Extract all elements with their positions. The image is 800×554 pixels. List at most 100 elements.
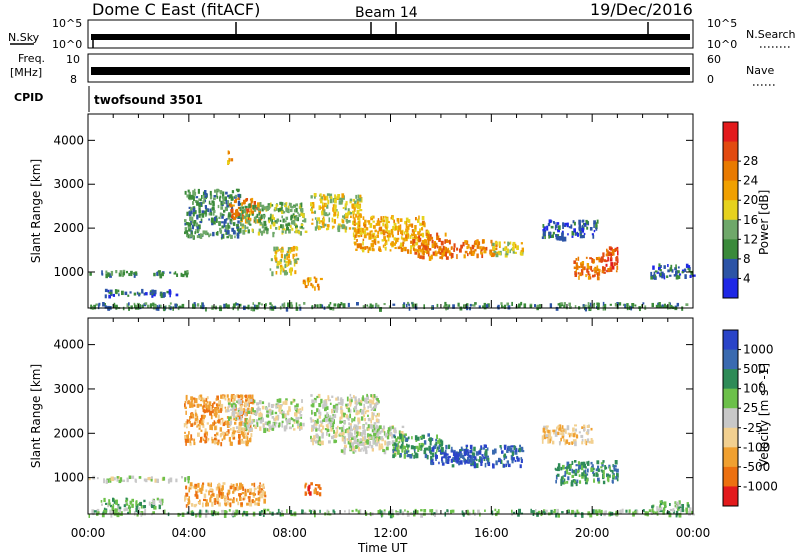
nave-tick-bottom: 0 (707, 73, 714, 86)
power-colorbar-tick-label: 24 (743, 174, 758, 188)
power-colorbar-tick-label: 28 (743, 154, 758, 168)
x-tick-label: 08:00 (272, 526, 307, 540)
nsearch-tick-bottom: 10^0 (707, 38, 737, 51)
colorbar-swatch (723, 427, 738, 448)
plot-frame (87, 317, 694, 515)
y-tick-label: 3000 (53, 382, 84, 396)
cpid-label: CPID (14, 91, 43, 104)
freq-trace (91, 67, 690, 75)
freq-label-1: Freq. (18, 52, 45, 65)
power-colorbar-tick-label: 16 (743, 213, 758, 227)
nsky-label: N.Sky (8, 31, 40, 44)
colorbar-swatch (723, 141, 738, 162)
freq-tick-bottom: 8 (70, 73, 77, 86)
colorbar-frame (722, 329, 739, 507)
velocity-colorbar-tick-label: 500 (743, 362, 766, 376)
velocity-colorbar-label: Velocity [m s^-1] (757, 363, 771, 467)
x-tick-label: 16:00 (474, 526, 509, 540)
plot-title: Dome C East (fitACF) (92, 0, 260, 19)
nsearch-tick-top: 10^5 (707, 17, 737, 30)
x-tick-label: 00:00 (676, 526, 711, 540)
echo-cluster (90, 301, 689, 312)
nsearch-label: N.Search (746, 28, 796, 41)
echo-cluster (600, 246, 619, 274)
echo-cluster (541, 424, 594, 447)
freq-tick-top: 10 (66, 53, 80, 66)
echo-cluster (226, 398, 305, 434)
colorbar-frame (722, 121, 739, 299)
y-tick-label: 4000 (53, 338, 84, 352)
echo-cluster (227, 150, 234, 166)
power-colorbar-tick-label: 8 (743, 252, 751, 266)
velocity-colorbar-tick-label: -1000 (743, 479, 778, 493)
colorbar-swatch (723, 200, 738, 221)
echo-cluster (183, 394, 255, 447)
y-tick-label: 1000 (53, 265, 84, 279)
velocity-colorbar-tick-label: -25 (743, 421, 763, 435)
echo-cluster (184, 482, 267, 508)
time-axis: 00:00 04:00 08:00 12:00 16:00 20:00 00:00 (71, 526, 711, 540)
colorbar-swatch (723, 408, 738, 429)
colorbar-swatch (723, 258, 738, 279)
colorbar-swatch (723, 180, 738, 201)
x-axis-title: Time UT (357, 541, 408, 554)
colorbar-swatch (723, 239, 738, 260)
velocity-colorbar-tick-label: 25 (743, 401, 758, 415)
echo-cluster (88, 508, 696, 519)
echo-cluster (441, 451, 477, 465)
echo-cluster (100, 497, 164, 513)
nsky-trace (91, 34, 690, 40)
x-tick-label: 04:00 (172, 526, 207, 540)
nave-label: Nave (746, 64, 774, 77)
freq-label-2: [MHz] (10, 66, 42, 79)
y-tick-label: 2000 (53, 221, 84, 235)
colorbar-swatch (723, 278, 738, 299)
y-axis-label: Slant Range [km] (29, 159, 43, 263)
plot-frame (87, 113, 694, 309)
echo-cluster (492, 241, 525, 258)
velocity-colorbar-tick-label: 100 (743, 382, 766, 396)
echo-cluster (304, 482, 322, 497)
echo-cluster (269, 245, 300, 277)
x-tick-label: 00:00 (71, 526, 106, 540)
colorbar-swatch (723, 486, 738, 507)
y-tick-label: 2000 (53, 426, 84, 440)
velocity-panel: 1000 2000 3000 4000 Slant Range [km] (29, 317, 696, 519)
echo-cluster (309, 393, 380, 446)
power-colorbar-tick-label: 20 (743, 193, 758, 207)
x-tick-label: 20:00 (575, 526, 610, 540)
power-colorbar: 4 8 12 16 20 24 28 (722, 121, 758, 299)
echo-cluster (554, 460, 619, 487)
cpid-value: twofsound 3501 (94, 93, 203, 107)
noise-traces (91, 22, 690, 48)
colorbar-swatch (723, 466, 738, 487)
colorbar-swatch (723, 447, 738, 468)
noise-panel (87, 19, 694, 49)
colorbar-swatch (723, 330, 738, 351)
velocity-colorbar: 1000 500 100 25 -25 -100 -500 -1000 (722, 329, 778, 507)
echo-cluster (88, 475, 190, 484)
echo-cluster (104, 288, 179, 299)
colorbar-swatch (723, 349, 738, 370)
echo-cluster (184, 188, 242, 240)
x-tick-label: 12:00 (373, 526, 408, 540)
colorbar-swatch (723, 161, 738, 182)
colorbar-swatch (723, 122, 738, 143)
nave-tick-top: 60 (707, 53, 721, 66)
colorbar-swatch (723, 219, 738, 240)
power-colorbar-tick-label: 4 (743, 271, 751, 285)
colorbar-swatch (723, 369, 738, 390)
power-panel: 1000 2000 3000 4000 Slant Range [km] (29, 113, 696, 312)
echo-cluster (302, 276, 323, 291)
y-tick-label: 1000 (53, 471, 84, 485)
beam-label: Beam 14 (355, 5, 418, 21)
y-tick-label: 3000 (53, 177, 84, 191)
freq-panel (87, 53, 694, 83)
echo-cluster (310, 193, 363, 233)
echo-cluster (650, 263, 696, 280)
velocity-colorbar-tick-label: -100 (743, 440, 770, 454)
echo-cluster (441, 239, 498, 260)
date-label: 19/Dec/2016 (590, 0, 693, 19)
y-tick-label: 4000 (53, 133, 84, 147)
echo-cluster (651, 500, 692, 513)
